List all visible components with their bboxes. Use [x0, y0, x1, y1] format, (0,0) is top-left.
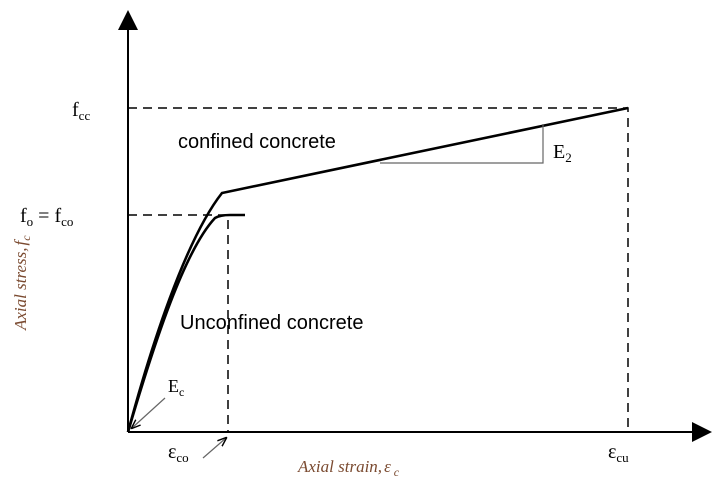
label-sub: 2: [565, 150, 572, 165]
label-sub: cc: [79, 108, 91, 123]
label-part: Axial strain,: [297, 457, 382, 476]
eco-arrow: [202, 438, 226, 459]
fo-label: fo = fco: [20, 205, 73, 229]
ecu-label: εcu: [608, 441, 629, 465]
label-sub: cu: [616, 450, 629, 465]
e2-label: E2: [553, 141, 572, 165]
label-part: ε: [384, 457, 391, 476]
label-sub: o: [27, 214, 34, 229]
label-part: f: [11, 239, 30, 246]
unconfined-curve: [126, 213, 245, 433]
label-part: E: [168, 376, 179, 396]
label-part: f: [72, 99, 79, 121]
e2-slope-triangle: [380, 124, 544, 164]
eco-label: εco: [168, 441, 189, 465]
label-part: f: [20, 205, 27, 227]
label-part: Axial stress,: [11, 248, 30, 331]
confined-label: confined concrete: [178, 131, 336, 153]
y-axis-label: Axial stress, fc: [11, 235, 33, 331]
unconfined-label: Unconfined concrete: [180, 312, 363, 334]
label-sub: c: [19, 235, 33, 241]
unconfined-guides: [128, 214, 229, 432]
x-axis-label: Axial strain, ε c: [297, 457, 400, 479]
fcc-label: fcc: [72, 99, 90, 123]
label-part: ε: [168, 441, 176, 463]
ec-arrow: [132, 397, 166, 428]
label-sub: co: [176, 450, 188, 465]
label-sub: c: [179, 385, 184, 399]
label-part: ε: [608, 441, 616, 463]
ec-label: Ec: [168, 376, 184, 399]
label-sub: co: [61, 214, 73, 229]
label-part: = f: [33, 205, 61, 227]
label-sub: c: [394, 465, 400, 479]
label-part: E: [553, 141, 565, 163]
